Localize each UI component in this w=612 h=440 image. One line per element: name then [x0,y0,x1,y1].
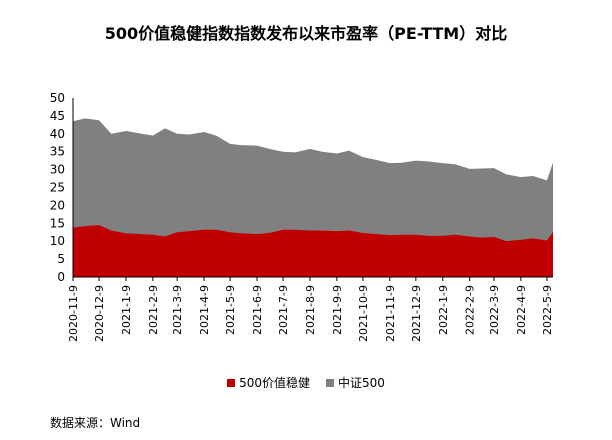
legend-label-500: 500价值稳健 [239,376,310,390]
plot-areas [73,118,553,277]
x-tick-label: 2021-10-9 [357,285,370,342]
x-tick-label: 2021-7-9 [277,285,290,335]
x-tick-label: 2022-2-9 [464,285,477,335]
x-tick-label: 2022-3-9 [488,285,501,335]
x-tick-label: 2021-2-9 [147,285,160,335]
x-axis-ticks: 2020-11-9 2020-12-9 2021-1-9 2021-2-9 2021-3… [67,277,554,342]
legend-item-zz500: 中证500 [326,374,385,391]
x-tick-label: 2022-1-9 [437,285,450,335]
x-tick-label: 2021-12-9 [410,285,423,342]
x-tick-label: 2021-4-9 [198,285,211,335]
y-tick-label: 35 [50,145,65,159]
legend-swatch-500 [227,378,236,387]
chart-legend: 500价值稳健 中证500 [0,374,612,391]
x-tick-label: 2022-5-9 [541,285,554,335]
x-tick-label: 2020-12-9 [93,285,106,342]
x-tick-label: 2020-11-9 [67,285,80,342]
x-tick-label: 2022-4-9 [515,285,528,335]
y-tick-label: 15 [50,216,65,230]
x-tick-label: 2021-9-9 [331,285,344,335]
data-source-note: 数据来源：Wind [50,416,141,430]
x-tick-label: 2021-8-9 [304,285,317,335]
legend-label-zz500: 中证500 [338,376,385,390]
y-tick-label: 0 [57,270,65,284]
y-tick-label: 40 [50,127,65,141]
x-tick-label: 2021-3-9 [171,285,184,335]
legend-item-500: 500价值稳健 [227,374,310,391]
y-tick-label: 20 [50,198,65,212]
area-500-value-stable [73,225,553,277]
legend-swatch-zz500 [326,378,334,387]
x-tick-label: 2021-1-9 [120,285,133,335]
y-axis-ticks: 0 5 10 15 20 25 30 35 40 45 50 [50,91,65,284]
y-tick-label: 5 [57,252,65,266]
x-tick-label: 2021-5-9 [224,285,237,335]
y-tick-label: 50 [50,91,65,105]
x-tick-label: 2021-6-9 [251,285,264,335]
chart-title: 500价值稳健指数指数发布以来市盈率（PE-TTM）对比 [104,24,508,43]
y-tick-label: 25 [50,181,65,195]
y-tick-label: 10 [50,234,65,248]
y-tick-label: 30 [50,163,65,177]
x-tick-label: 2021-11-9 [384,285,397,342]
y-tick-label: 45 [50,109,65,123]
